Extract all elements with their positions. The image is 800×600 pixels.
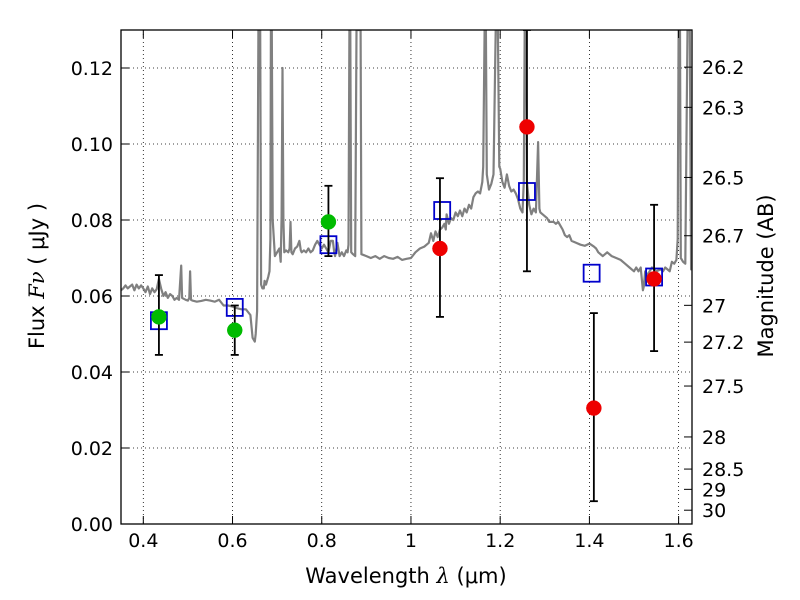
axes-frame [120, 29, 693, 525]
plot-area [121, 30, 692, 503]
y-axis-title: Flux Fν ( μJy ) [25, 203, 49, 349]
y2-tick-label: 26.5 [702, 167, 744, 189]
y2-tick-label: 28 [702, 427, 726, 449]
y2-tick-label: 26.2 [702, 57, 744, 79]
spectrum-line [121, 30, 692, 343]
x-tick-label: 1 [405, 530, 417, 552]
y2-tick-label: 28.5 [702, 459, 744, 481]
y2-tick-label: 27 [702, 295, 726, 317]
x-tick-label: 1.4 [574, 530, 604, 552]
y-tick-label: 0.06 [71, 286, 113, 308]
observed-point [227, 322, 243, 338]
y-tick-label: 0.08 [71, 210, 113, 232]
model-photometry-square [433, 201, 452, 220]
observed-point [586, 400, 602, 416]
axis-ticks: 0.4 0.6 0.8 1 1.2 1.4 1.6 0.00 0.02 0.04 0.06 0.08 0… [71, 30, 744, 552]
observed-point [432, 240, 448, 257]
observed-point [320, 214, 337, 230]
x-tick-label: 0.8 [307, 530, 337, 552]
x-tick-label: 1.6 [664, 530, 694, 552]
y2-tick-label: 30 [702, 500, 726, 522]
y-tick-label: 0.02 [71, 438, 113, 460]
y2-tick-label: 29 [702, 479, 726, 501]
plot-frame [120, 29, 693, 525]
y2-tick-label: 27.5 [702, 376, 744, 398]
x-axis-title: Wavelength λ (μm) [305, 564, 506, 588]
y-tick-label: 0.00 [71, 514, 113, 536]
y2-tick-label: 27.2 [702, 332, 744, 354]
y2-axis-title: Magnitude (AB) [754, 194, 778, 357]
x-tick-label: 1.2 [485, 530, 515, 552]
observed-point [151, 309, 167, 325]
y-tick-label: 0.04 [71, 362, 113, 384]
y2-tick-label: 26.3 [702, 97, 744, 119]
y-tick-label: 0.10 [71, 134, 113, 156]
observed-point [646, 271, 662, 287]
y-tick-label: 0.12 [71, 58, 113, 80]
observed-point [519, 119, 535, 135]
x-tick-label: 0.4 [128, 530, 158, 552]
grid-lines [121, 30, 692, 525]
model-photometry-square [582, 263, 601, 283]
y2-tick-label: 26.7 [702, 226, 744, 248]
x-tick-label: 0.6 [217, 530, 247, 552]
